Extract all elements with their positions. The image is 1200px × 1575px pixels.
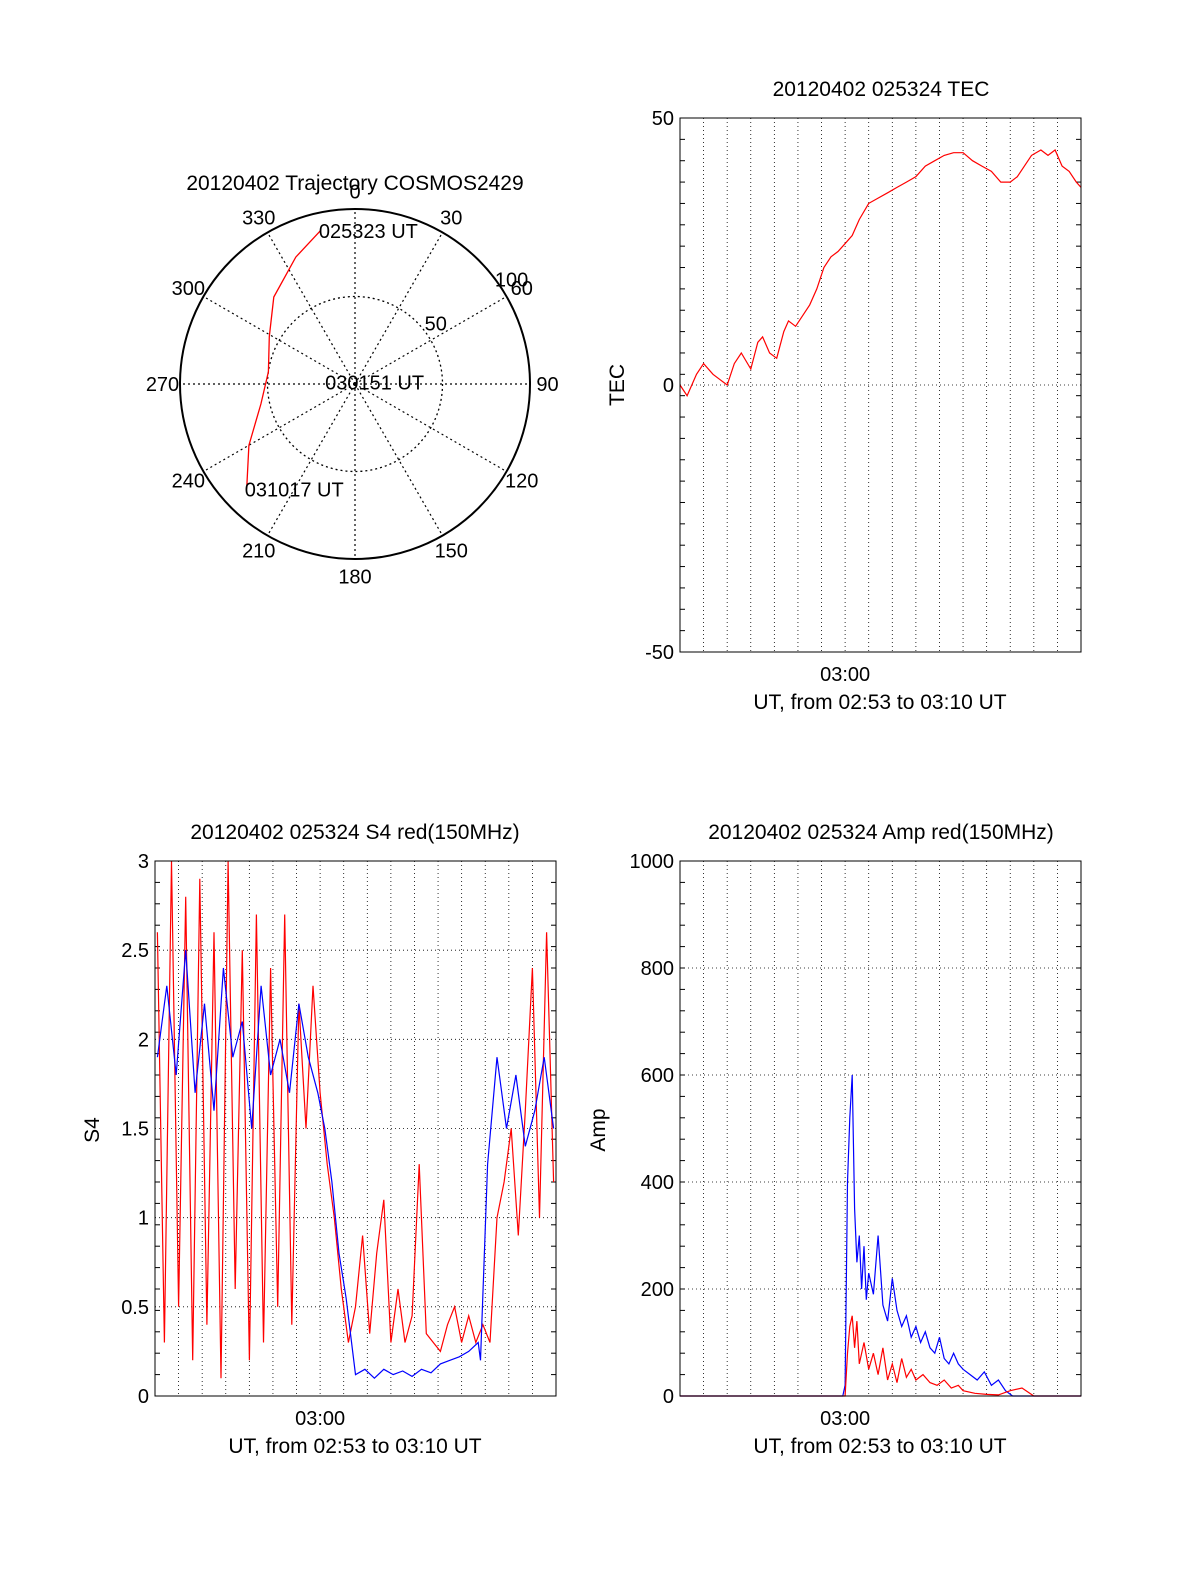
s4-y-tick-label: 2 [138,1029,149,1051]
tec-y-tick-label: 0 [663,375,674,397]
s4-y-tick-label: 1.5 [121,1119,149,1141]
trajectory-time-labels: 025323 UT 030151 UT 031017 UT [245,221,424,501]
amp-x-tick-labels: 03:00 [820,1408,870,1430]
tec-grid [680,117,1081,653]
s4-series-line [156,950,555,1380]
tec-chart-panel: 20120402 025324 TEC -50 0 50 03:00 TEC UT,… [606,78,1082,714]
elevation-label: 50 [425,313,447,335]
tec-y-tick-label: 50 [652,108,674,130]
azimuth-label: 150 [435,541,468,563]
tec-x-tick-labels: 03:00 [820,664,870,686]
azimuth-label: 60 [511,278,533,300]
amp-title: 20120402 025324 Amp red(150MHz) [708,821,1054,844]
amp-y-tick-label: 1000 [630,851,675,873]
amp-y-tick-label: 200 [641,1279,674,1301]
azimuth-label: 180 [338,567,371,589]
elevation-label: 100 [495,270,528,292]
satellite-trajectory [246,229,322,489]
s4-grid [155,860,556,1397]
amp-series [680,1074,1081,1397]
amp-y-axis-label: Amp [587,1108,610,1151]
s4-x-tick-labels: 03:00 [295,1408,345,1430]
azimuth-labels: 0 30 60 90 120 150 180 210 240 270 300 330 [146,182,559,589]
s4-y-axis-label: S4 [81,1117,104,1143]
s4-series-line [156,860,555,1379]
tec-title: 20120402 025324 TEC [773,78,990,101]
s4-x-axis-label: UT, from 02:53 to 03:10 UT [228,1435,481,1458]
s4-y-tick-label: 1 [138,1208,149,1230]
tec-y-axis-label: TEC [606,364,629,406]
s4-x-tick-label: 03:00 [295,1408,345,1430]
polar-outer-ring [179,208,531,560]
s4-chart-panel: 20120402 025324 S4 red(150MHz) 0 0.5 1 1.5 2… [81,821,557,1458]
tec-y-tick-label: -50 [645,642,674,664]
azimuth-spoke-60 [354,295,507,385]
amp-x-axis-label: UT, from 02:53 to 03:10 UT [753,1435,1006,1458]
s4-series [156,860,555,1380]
azimuth-spoke-330 [266,232,356,385]
amp-grid [680,860,1081,1397]
azimuth-label: 330 [242,207,275,229]
amp-x-tick-label: 03:00 [820,1408,870,1430]
azimuth-label: 240 [172,470,205,492]
polar-title: 20120402 Trajectory COSMOS2429 [186,172,523,195]
s4-y-tick-label: 0 [138,1386,149,1408]
azimuth-spoke-210 [266,383,356,536]
azimuth-spoke-300 [203,295,356,385]
tec-y-tick-labels: -50 0 50 [645,108,674,664]
tec-series [679,149,1082,397]
trajectory-time-label: 030151 UT [325,373,424,395]
s4-plot-frame [154,860,557,1397]
azimuth-label: 30 [440,207,462,229]
s4-y-tick-labels: 0 0.5 1 1.5 2 2.5 3 [121,851,149,1408]
azimuth-spoke-120 [354,383,507,473]
azimuth-label: 0 [349,182,360,204]
tec-x-axis-label: UT, from 02:53 to 03:10 UT [753,691,1006,714]
azimuth-spoke-150 [354,383,444,536]
azimuth-label: 270 [146,374,179,396]
azimuth-label: 90 [536,374,558,396]
azimuth-label: 120 [505,470,538,492]
amp-plot-frame [679,860,1082,1397]
azimuth-spoke-30 [354,232,444,385]
amp-y-tick-label: 400 [641,1172,674,1194]
elevation-labels: 50 100 [425,270,529,336]
amp-y-tick-label: 600 [641,1065,674,1087]
trajectory-time-label: 025323 UT [319,221,418,243]
amp-y-tick-label: 0 [663,1386,674,1408]
tec-plot-frame [679,117,1082,653]
azimuth-label: 210 [242,541,275,563]
elevation-ring-50 [266,295,444,473]
tec-x-tick-label: 03:00 [820,664,870,686]
amp-y-tick-label: 800 [641,958,674,980]
amp-chart-panel: 20120402 025324 Amp red(150MHz) 0 200 400 6… [587,821,1082,1458]
amp-series-line [680,1074,1081,1397]
s4-y-tick-label: 2.5 [121,940,149,962]
polar-grid [180,209,530,559]
amp-series-line [680,1315,1081,1397]
trajectory-time-label: 031017 UT [245,480,344,502]
amp-y-tick-labels: 0 200 400 600 800 1000 [630,851,675,1408]
s4-y-tick-label: 3 [138,851,149,873]
azimuth-label: 300 [172,278,205,300]
s4-title: 20120402 025324 S4 red(150MHz) [190,821,519,844]
azimuth-spoke-240 [203,383,356,473]
tec-series-line [679,149,1082,397]
s4-y-tick-label: 0.5 [121,1297,149,1319]
polar-trajectory-panel: 20120402 Trajectory COSMOS2429 0 30 60 90 12… [146,172,559,589]
